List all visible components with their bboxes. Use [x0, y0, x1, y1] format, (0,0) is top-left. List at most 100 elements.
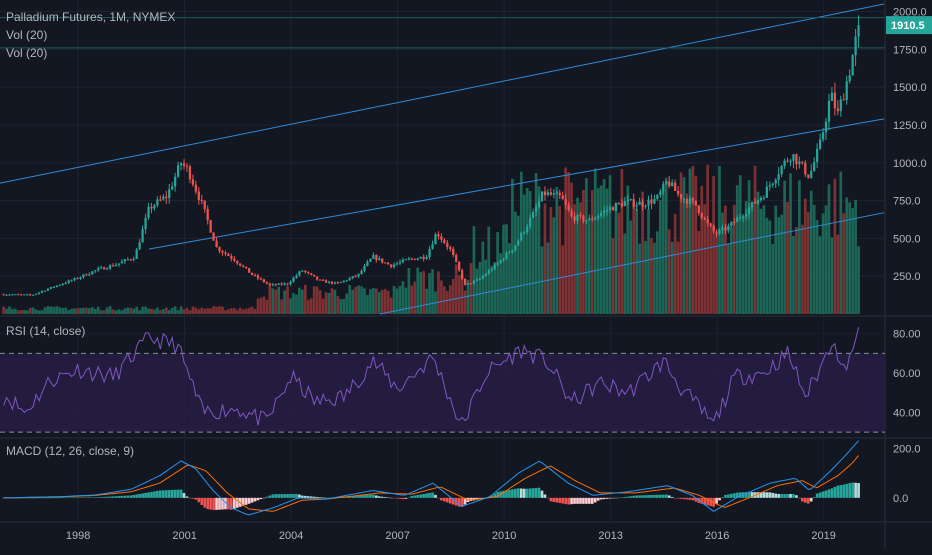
candle-body[interactable]	[824, 121, 828, 133]
candle-body[interactable]	[321, 279, 325, 281]
candle-body[interactable]	[2, 294, 5, 296]
candle-body[interactable]	[591, 218, 594, 220]
candle-body[interactable]	[641, 201, 644, 207]
candle-body[interactable]	[502, 258, 505, 261]
candle-body[interactable]	[58, 284, 61, 286]
candle-body[interactable]	[848, 75, 851, 82]
candle-body[interactable]	[274, 284, 277, 286]
candle-body[interactable]	[789, 160, 792, 162]
candle-body[interactable]	[422, 256, 425, 259]
candle-body[interactable]	[108, 265, 112, 269]
candle-body[interactable]	[111, 265, 115, 267]
candle-body[interactable]	[573, 216, 576, 221]
candle-body[interactable]	[508, 252, 511, 254]
candle-body[interactable]	[61, 283, 64, 285]
candle-body[interactable]	[14, 294, 17, 296]
candle-body[interactable]	[780, 165, 783, 175]
candle-body[interactable]	[209, 220, 212, 233]
candle-body[interactable]	[682, 198, 686, 200]
candle-body[interactable]	[756, 200, 760, 204]
candle-body[interactable]	[120, 261, 124, 264]
candle-body[interactable]	[517, 240, 520, 246]
candle-body[interactable]	[608, 207, 612, 210]
candle-body[interactable]	[203, 200, 206, 209]
candle-body[interactable]	[771, 183, 774, 186]
candle-body[interactable]	[458, 261, 461, 271]
candle-body[interactable]	[472, 280, 476, 284]
candle-body[interactable]	[623, 201, 626, 207]
candle-body[interactable]	[730, 222, 733, 226]
candle-body[interactable]	[854, 36, 857, 56]
candle-body[interactable]	[768, 185, 771, 187]
candle-body[interactable]	[674, 182, 677, 191]
candle-body[interactable]	[324, 280, 328, 283]
candle-body[interactable]	[647, 199, 650, 206]
candle-body[interactable]	[434, 234, 437, 245]
candle-body[interactable]	[650, 199, 653, 204]
candle-body[interactable]	[733, 222, 736, 224]
candle-body[interactable]	[821, 132, 825, 140]
candle-body[interactable]	[857, 25, 860, 37]
candle-body[interactable]	[668, 181, 671, 187]
candle-body[interactable]	[543, 191, 547, 196]
volume-indicator-label-2[interactable]: Vol (20)	[6, 46, 48, 60]
candle-body[interactable]	[333, 282, 337, 284]
candle-body[interactable]	[5, 294, 8, 296]
candle-body[interactable]	[88, 274, 91, 276]
candle-body[interactable]	[798, 161, 801, 165]
candle-body[interactable]	[762, 197, 766, 199]
candle-body[interactable]	[79, 277, 82, 279]
candle-body[interactable]	[369, 258, 372, 262]
candle-body[interactable]	[558, 192, 561, 196]
candle-body[interactable]	[736, 217, 739, 223]
candle-body[interactable]	[295, 275, 298, 278]
candle-body[interactable]	[336, 282, 339, 284]
candle-body[interactable]	[339, 282, 342, 284]
candle-body[interactable]	[375, 255, 378, 260]
candle-body[interactable]	[469, 283, 473, 285]
trendline-layer[interactable]	[0, 3, 885, 315]
candle-body[interactable]	[478, 278, 481, 280]
candle-body[interactable]	[818, 139, 822, 149]
candle-body[interactable]	[105, 268, 109, 270]
candle-body[interactable]	[242, 265, 245, 267]
candle-body[interactable]	[372, 255, 375, 259]
candle-body[interactable]	[742, 216, 745, 218]
candle-body[interactable]	[446, 243, 449, 248]
candle-body[interactable]	[117, 263, 121, 265]
candle-body[interactable]	[221, 251, 224, 253]
candle-body[interactable]	[443, 239, 446, 244]
candle-body[interactable]	[144, 217, 147, 230]
candle-body[interactable]	[159, 199, 162, 201]
candle-body[interactable]	[463, 278, 467, 285]
candle-body[interactable]	[401, 259, 405, 262]
candle-body[interactable]	[114, 264, 118, 267]
candle-body[interactable]	[410, 258, 413, 260]
candle-body[interactable]	[342, 280, 345, 283]
candle-body[interactable]	[289, 281, 292, 285]
candle-body[interactable]	[387, 262, 390, 265]
candle-body[interactable]	[224, 252, 227, 254]
rsi-panel[interactable]	[0, 327, 885, 433]
candle-body[interactable]	[200, 199, 203, 201]
candle-body[interactable]	[605, 209, 609, 211]
candle-body[interactable]	[330, 281, 334, 284]
candle-body[interactable]	[34, 293, 38, 295]
candle-body[interactable]	[32, 294, 35, 296]
candle-body[interactable]	[389, 264, 393, 267]
candle-body[interactable]	[614, 203, 618, 211]
candle-body[interactable]	[839, 99, 842, 112]
macd-line[interactable]	[3, 440, 859, 516]
candle-body[interactable]	[245, 266, 248, 269]
candle-body[interactable]	[827, 100, 831, 122]
candle-body[interactable]	[523, 232, 526, 234]
candle-body[interactable]	[715, 231, 718, 234]
candle-body[interactable]	[481, 276, 484, 279]
candle-body[interactable]	[694, 200, 697, 206]
candle-body[interactable]	[259, 278, 263, 280]
candle-body[interactable]	[460, 270, 464, 279]
candle-body[interactable]	[310, 273, 313, 275]
rsi-line[interactable]	[3, 327, 860, 426]
candle-body[interactable]	[313, 274, 316, 277]
